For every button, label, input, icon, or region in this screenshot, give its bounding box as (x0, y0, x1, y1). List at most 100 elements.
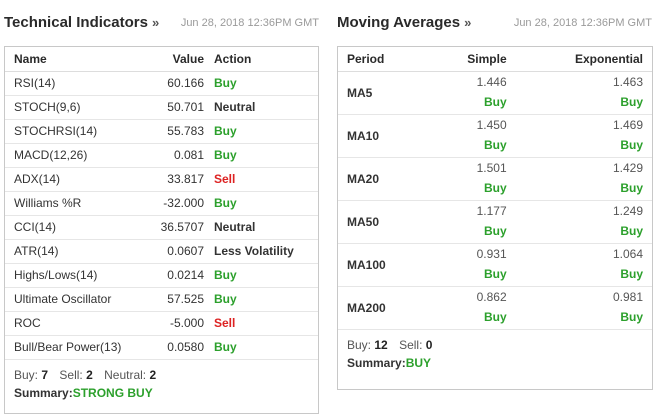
moving-timestamp: Jun 28, 2018 12:36PM GMT (513, 17, 652, 29)
simple-value: 1.450 (476, 117, 507, 132)
indicator-action: Buy (204, 287, 318, 312)
simple-cell: 1.177 Buy (430, 200, 516, 244)
sell-count: 0 (425, 337, 433, 352)
simple-action: Buy (483, 266, 507, 281)
indicator-value: 60.166 (145, 71, 204, 96)
exponential-value: 0.981 (612, 289, 643, 304)
indicator-action: Buy (204, 263, 318, 288)
period-name: MA100 (347, 257, 386, 272)
simple-value: 0.931 (476, 246, 507, 261)
technical-counts: Buy: 7 Sell: 2 Neutral: 2 (5, 360, 318, 382)
indicator-name[interactable]: ROC (5, 311, 145, 336)
exponential-cell: 1.429 Buy (515, 157, 652, 201)
indicator-value: 50.701 (145, 95, 204, 120)
indicator-name[interactable]: RSI(14) (5, 71, 145, 96)
column-header-value: Value (145, 47, 204, 72)
moving-counts: Buy: 12 Sell: 0 (338, 330, 652, 352)
buy-count: 12 (374, 337, 388, 352)
indicator-value: 36.5707 (145, 215, 204, 240)
period-label[interactable]: MA100 (338, 243, 430, 287)
table-row: MACD(12,26) 0.081 Buy (5, 143, 318, 168)
exponential-value: 1.429 (612, 160, 643, 175)
indicator-action: Less Volatility (204, 239, 318, 264)
table-row: STOCH(9,6) 50.701 Neutral (5, 95, 318, 120)
indicator-name[interactable]: Bull/Bear Power(13) (5, 335, 145, 360)
summary-label: Summary: (347, 355, 406, 370)
indicator-value: 0.0214 (145, 263, 204, 288)
buy-count-label: Buy: (14, 367, 39, 382)
buy-count-label: Buy: (347, 337, 372, 352)
table-row: MA20 1.501 Buy 1.429 Buy (338, 157, 652, 201)
column-header-simple: Simple (430, 47, 516, 72)
exponential-action: Buy (620, 309, 643, 324)
exponential-cell: 1.249 Buy (515, 200, 652, 244)
exponential-cell: 0.981 Buy (515, 286, 652, 330)
technical-indicators-table: Name Value Action RSI(14) 60.166 Buy STOCH(… (5, 47, 318, 360)
indicator-value: 57.525 (145, 287, 204, 312)
indicator-name[interactable]: ADX(14) (5, 167, 145, 192)
indicator-action: Buy (204, 143, 318, 168)
table-header-row: Period Simple Exponential (338, 47, 652, 72)
indicator-name[interactable]: Highs/Lows(14) (5, 263, 145, 288)
indicator-value: 55.783 (145, 119, 204, 144)
period-label[interactable]: MA20 (338, 157, 430, 201)
indicator-name[interactable]: MACD(12,26) (5, 143, 145, 168)
table-row: ROC -5.000 Sell (5, 311, 318, 336)
period-name: MA200 (347, 300, 386, 315)
indicator-action: Neutral (204, 215, 318, 240)
simple-cell: 1.501 Buy (430, 157, 516, 201)
simple-value: 0.862 (476, 289, 507, 304)
table-row: ADX(14) 33.817 Sell (5, 167, 318, 192)
exponential-action: Buy (620, 180, 643, 195)
period-name: MA20 (347, 171, 380, 186)
simple-action: Buy (483, 137, 507, 152)
period-label[interactable]: MA10 (338, 114, 430, 158)
table-row: MA10 1.450 Buy 1.469 Buy (338, 114, 652, 158)
indicator-name[interactable]: Williams %R (5, 191, 145, 216)
indicator-value: 0.081 (145, 143, 204, 168)
exponential-cell: 1.064 Buy (515, 243, 652, 287)
column-header-exponential: Exponential (515, 47, 652, 72)
indicator-name[interactable]: STOCHRSI(14) (5, 119, 145, 144)
simple-cell: 0.931 Buy (430, 243, 516, 287)
indicator-action: Sell (204, 311, 318, 336)
simple-action: Buy (483, 223, 507, 238)
indicator-action: Neutral (204, 95, 318, 120)
indicator-action: Buy (204, 119, 318, 144)
indicator-name[interactable]: ATR(14) (5, 239, 145, 264)
technical-indicators-panel: Name Value Action RSI(14) 60.166 Buy STOCH(… (4, 46, 319, 414)
simple-action: Buy (483, 180, 507, 195)
indicator-value: -5.000 (145, 311, 204, 336)
table-row: RSI(14) 60.166 Buy (5, 71, 318, 96)
column-header-period: Period (338, 47, 430, 72)
exponential-action: Buy (620, 266, 643, 281)
moving-summary: Summary:BUY (338, 352, 652, 370)
table-row: CCI(14) 36.5707 Neutral (5, 215, 318, 240)
table-row: STOCHRSI(14) 55.783 Buy (5, 119, 318, 144)
period-name: MA10 (347, 128, 380, 143)
technical-indicators-link[interactable]: Technical Indicators» (4, 14, 159, 31)
indicator-action: Buy (204, 71, 318, 96)
period-label[interactable]: MA50 (338, 200, 430, 244)
neutral-count: 2 (149, 367, 157, 382)
moving-averages-link[interactable]: Moving Averages» (337, 14, 471, 31)
summary-value: BUY (405, 355, 432, 370)
indicator-action: Buy (204, 191, 318, 216)
exponential-value: 1.064 (612, 246, 643, 261)
exponential-value: 1.249 (612, 203, 643, 218)
indicator-name[interactable]: STOCH(9,6) (5, 95, 145, 120)
simple-cell: 1.450 Buy (430, 114, 516, 158)
period-label[interactable]: MA200 (338, 286, 430, 330)
indicator-name[interactable]: Ultimate Oscillator (5, 287, 145, 312)
chevron-right-icon: » (151, 15, 160, 30)
moving-averages-table: Period Simple Exponential MA5 1.446 Buy 1.4… (338, 47, 652, 330)
indicator-name[interactable]: CCI(14) (5, 215, 145, 240)
technical-indicators-title: Technical Indicators (4, 14, 148, 31)
moving-averages-header: Moving Averages» Jun 28, 2018 12:36PM GM… (337, 14, 652, 34)
summary-value: STRONG BUY (72, 385, 153, 400)
period-name: MA50 (347, 214, 380, 229)
table-row: Highs/Lows(14) 0.0214 Buy (5, 263, 318, 288)
period-label[interactable]: MA5 (338, 71, 430, 115)
simple-action: Buy (483, 94, 507, 109)
table-row: MA50 1.177 Buy 1.249 Buy (338, 200, 652, 244)
